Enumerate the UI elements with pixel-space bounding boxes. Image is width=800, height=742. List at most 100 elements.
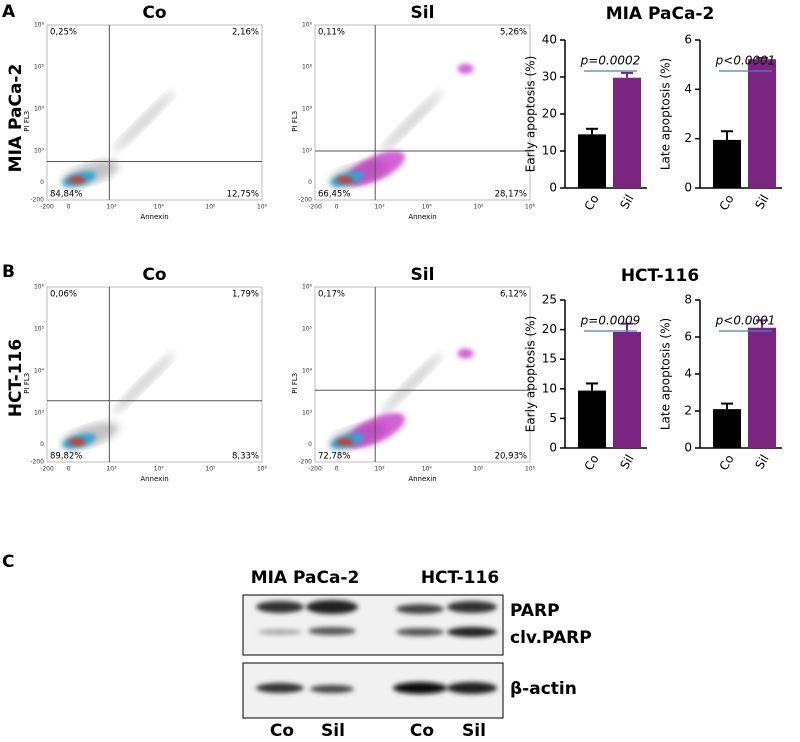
lane-label: Sil <box>321 721 345 741</box>
y-tick-label: 10³ <box>34 410 45 417</box>
y-tick-label: -200 <box>30 197 44 204</box>
x-axis-label: Annexin <box>140 475 168 483</box>
y-tick-label: 10³ <box>34 148 45 155</box>
y-axis-label: Early apoptosis (%) <box>524 316 538 433</box>
bar <box>578 390 606 448</box>
lane-label: Co <box>410 721 434 741</box>
cloud <box>381 90 443 152</box>
y-axis-label: PI FL3 <box>291 111 299 132</box>
y-tick-label: 0 <box>308 441 312 448</box>
y-tick-label: 2 <box>684 131 692 145</box>
y-tick-label: 0 <box>684 441 692 455</box>
y-tick-label: 5 <box>549 411 557 425</box>
y-tick-label: 4 <box>684 82 692 96</box>
bar <box>613 77 641 188</box>
x-tick-label: 10⁶ <box>257 204 268 211</box>
y-tick-label: 10⁴ <box>302 368 313 375</box>
x-tick-label: Co <box>717 452 737 473</box>
quadrant-label: 84,84% <box>50 190 82 200</box>
x-tick-label: 10⁵ <box>473 466 484 473</box>
bands <box>256 600 497 694</box>
y-tick-label: 40 <box>542 33 557 47</box>
y-tick-label: 0 <box>549 441 557 455</box>
y-tick-label: 10⁵ <box>34 64 45 71</box>
quadrant-label: 0,06% <box>50 290 77 300</box>
y-tick-label: 2 <box>684 404 692 418</box>
x-tick-label: 10⁴ <box>154 204 165 211</box>
quadrant-label: 66,45% <box>318 190 350 200</box>
y-tick-label: 10⁵ <box>302 64 313 71</box>
lane-label: Co <box>270 721 294 741</box>
x-axis-label: Annexin <box>408 213 436 221</box>
x-tick-label: Sil <box>752 192 771 211</box>
bar <box>713 409 741 448</box>
y-tick-label: 10 <box>542 144 557 158</box>
x-axis-label: Annexin <box>408 475 436 483</box>
bar <box>713 139 741 188</box>
quadrant-label: 0,25% <box>50 28 77 38</box>
quadrant-label: 0,11% <box>318 28 345 38</box>
bar <box>748 59 776 188</box>
y-tick-label: 0 <box>40 441 44 448</box>
y-tick-label: 25 <box>542 293 557 307</box>
group-title: MIA PaCa-2 <box>606 4 715 24</box>
x-tick-label: 10³ <box>106 204 117 211</box>
plot-title: Sil <box>411 3 435 23</box>
y-tick-label: 15 <box>542 352 557 366</box>
y-axis-label: PI FL3 <box>23 373 31 394</box>
cloud <box>457 348 474 359</box>
y-tick-label: 0 <box>40 179 44 186</box>
bar <box>748 327 776 448</box>
quadrant-label: 72,78% <box>318 452 350 462</box>
y-tick-label: 20 <box>542 107 557 121</box>
y-tick-label: 10³ <box>302 148 313 155</box>
y-tick-label: -200 <box>298 459 312 466</box>
y-tick-label: 10⁴ <box>302 106 313 113</box>
point-cloud <box>61 352 175 450</box>
cloud-core <box>68 176 86 184</box>
quadrant-label: 0,17% <box>318 290 345 300</box>
plot-title: Sil <box>411 265 435 285</box>
y-tick-label: 6 <box>684 33 692 47</box>
quadrant-label: 2,16% <box>232 28 259 38</box>
y-axis-label: Early apoptosis (%) <box>524 56 538 173</box>
quadrant-label: 20,93% <box>495 452 527 462</box>
y-tick-label: 0 <box>549 181 557 195</box>
x-tick-label: 10⁴ <box>422 466 433 473</box>
x-tick-label: Co <box>717 192 737 213</box>
x-tick-label: -200 <box>40 204 54 211</box>
x-tick-label: 0 <box>335 204 339 211</box>
blot-group: HCT-116 <box>421 568 499 588</box>
plot-title: Co <box>142 3 166 23</box>
x-tick-label: 10⁴ <box>422 204 433 211</box>
x-tick-label: 10³ <box>374 466 385 473</box>
x-tick-label: 0 <box>335 466 339 473</box>
cloud-core <box>336 176 354 184</box>
y-tick-label: 30 <box>542 70 557 84</box>
x-tick-label: Co <box>582 452 602 473</box>
row-label: HCT-116 <box>6 339 26 417</box>
x-tick-label: 10⁵ <box>473 204 484 211</box>
y-tick-label: 4 <box>684 367 692 381</box>
y-tick-label: 10 <box>542 381 557 395</box>
y-tick-label: -200 <box>298 197 312 204</box>
x-tick-label: 10⁶ <box>257 466 268 473</box>
y-tick-label: 10⁵ <box>302 326 313 333</box>
y-tick-label: 0 <box>308 179 312 186</box>
blot-group: MIA PaCa-2 <box>251 568 360 588</box>
panel-letter: C <box>2 552 14 572</box>
y-tick-label: 10³ <box>302 410 313 417</box>
cloud-core <box>336 438 354 446</box>
y-tick-label: 6 <box>684 330 692 344</box>
y-tick-label: 10⁶ <box>302 284 313 291</box>
p-value: p=0.0002 <box>580 54 641 68</box>
point-cloud <box>329 348 474 450</box>
quadrant-label: 1,79% <box>232 290 259 300</box>
x-tick-label: -200 <box>40 466 54 473</box>
x-tick-label: 0 <box>67 466 71 473</box>
panel-letter: A <box>2 2 16 22</box>
panel-letter: B <box>2 262 15 282</box>
quadrant-label: 8,33% <box>232 452 259 462</box>
